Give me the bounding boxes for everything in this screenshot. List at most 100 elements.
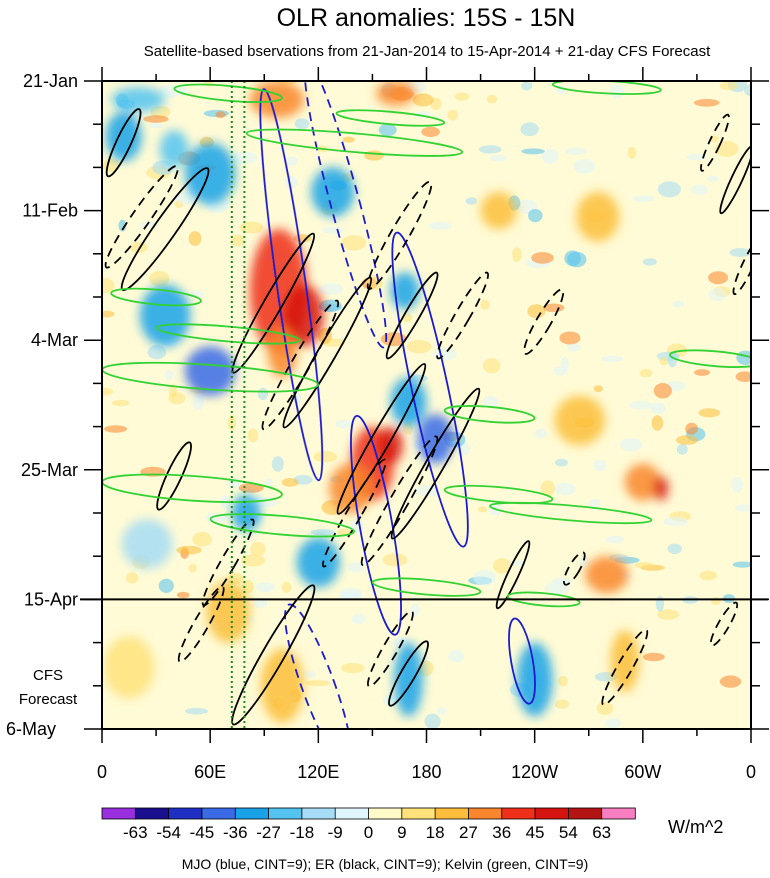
anomaly-blob [390,377,427,427]
anomaly-speckle [424,713,441,729]
anomaly-speckle [512,247,522,262]
anomaly-speckle [719,675,742,688]
er-contour-positive [156,441,192,511]
anomaly-speckle [240,554,266,567]
anomaly-speckle [619,438,643,452]
colorbar-swatch [301,807,336,820]
anomaly-speckle [149,271,170,287]
anomaly-speckle [215,111,226,119]
anomaly-speckle [540,480,555,497]
er-contour-positive [336,363,427,515]
anomaly-speckle [707,175,719,182]
y-tick-label: 21-Jan [23,71,78,91]
colorbar-label: -45 [190,823,215,842]
anomaly-speckle [528,209,543,223]
colorbar-swatch [201,807,236,820]
anomaly-speckle [521,148,545,155]
anomaly-speckle [543,303,565,313]
colorbar-label: 54 [559,823,578,842]
anomaly-blob [231,494,261,532]
anomaly-speckle [168,392,186,405]
anomaly-speckle [663,516,688,527]
anomaly-speckle [126,572,139,584]
anomaly-speckle [672,300,685,308]
colorbar-swatch [434,807,470,820]
er-contour-negative [523,288,565,355]
anomaly-speckle [341,235,367,251]
anomaly-speckle [560,356,569,372]
anomaly-speckle [601,355,624,363]
anomaly-speckle [465,197,478,205]
anomaly-speckle [729,248,751,257]
anomaly-speckle [541,148,559,165]
anomaly-speckle [454,92,470,101]
colorbar-label: -54 [156,823,181,842]
anomaly-blob [249,81,304,118]
anomaly-blob [284,284,324,347]
anomaly-blob [159,130,189,168]
er-contour-positive [388,640,429,707]
anomaly-speckle [565,147,588,155]
anomaly-speckle [694,369,710,376]
anomaly-speckle [609,84,625,99]
colorbar-swatch [501,807,536,820]
anomaly-speckle [321,226,344,234]
anomaly-speckle [448,649,465,663]
anomaly-speckle [378,123,397,137]
colorbar-swatch [268,807,303,820]
mjo-contour-positive [508,617,536,705]
anomaly-speckle [558,675,568,687]
anomaly-speckle [605,535,625,544]
anomaly-speckle [653,383,672,399]
mjo-contour-positive [259,88,324,482]
x-axis: 0 60E 120E 180 120W 60W 0 [97,67,756,782]
mjo-contour-positive [350,414,402,636]
forecast-label-forecast: Forecast [19,691,78,708]
anomaly-speckle [651,415,664,431]
anomaly-blob [111,87,166,112]
y-tick-label: 25-Mar [21,460,78,480]
er-contour-negative [563,551,586,586]
reference-longitude-lines [230,81,246,729]
anomaly-speckle [544,582,571,595]
x-tick-label: 120W [511,762,558,782]
anomaly-speckle [732,561,751,568]
kelvin-contour-positive [209,513,356,538]
anomaly-speckle [693,98,720,107]
anomaly-speckle [247,428,259,443]
anomaly-speckle [477,506,488,513]
anomaly-speckle [104,425,128,433]
anomaly-speckle [643,652,665,662]
er-contour-negative [732,237,751,296]
anomaly-speckle [337,528,352,536]
colorbar-swatch [468,807,503,820]
er-contour-positive [495,540,531,610]
er-contour-negative [366,180,433,290]
anomaly-speckle [573,159,596,174]
anomaly-speckle [730,476,744,493]
anomaly-speckle [410,603,420,617]
anomaly-speckle [310,529,335,536]
er-contour-negative [700,113,730,172]
anomaly-blob [206,580,250,643]
er-contour-negative [104,165,179,269]
anomaly-speckle [338,591,363,600]
anomaly-speckle [415,485,440,497]
kelvin-contour-positive [669,349,751,368]
kelvin-contour-positive [173,83,283,103]
anomaly-speckle [305,680,331,687]
anomaly-speckle [534,428,548,439]
anomaly-blob [121,519,173,569]
anomaly-speckle [281,581,292,593]
anomaly-blob [139,284,191,347]
anomaly-speckle [188,563,197,573]
anomaly-blob [105,111,142,162]
anomaly-speckle [318,282,344,296]
anomaly-speckle [676,443,688,455]
anomaly-speckle [432,347,457,361]
anomaly-speckle [698,408,721,418]
forecast-label-cfs: CFS [33,667,63,684]
er-contour-negative [360,435,439,566]
colorbar-label: 18 [426,823,445,842]
